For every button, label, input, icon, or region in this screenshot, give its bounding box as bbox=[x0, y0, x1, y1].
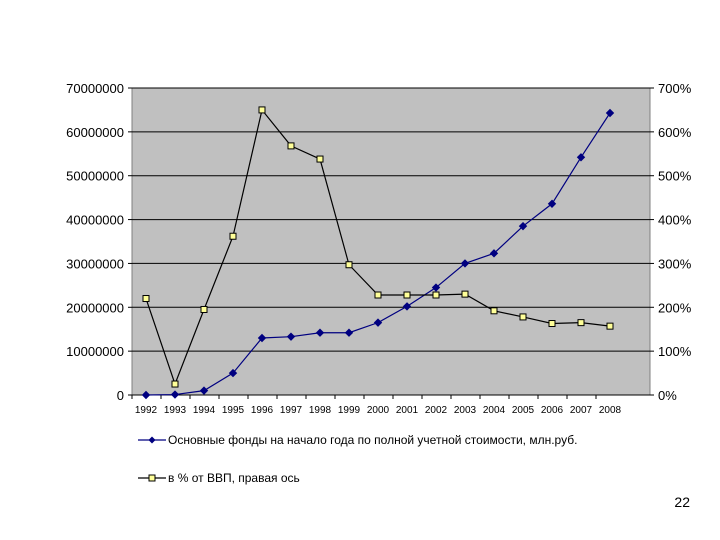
x-tick-label: 2001 bbox=[396, 405, 419, 416]
x-tick-label: 2007 bbox=[570, 405, 593, 416]
right-tick-label: 100% bbox=[658, 344, 692, 359]
x-tick-label: 2003 bbox=[454, 405, 477, 416]
point-gdp bbox=[142, 295, 150, 303]
point-gdp bbox=[577, 319, 585, 327]
point-assets bbox=[402, 302, 412, 311]
right-tick-label: 400% bbox=[658, 213, 692, 228]
left-tick-label: 30000000 bbox=[66, 256, 124, 271]
right-tick-label: 200% bbox=[658, 300, 692, 315]
left-axis: 0 10000000 20000000 30000000 40000000 5000000… bbox=[66, 81, 132, 403]
point-assets bbox=[431, 283, 441, 292]
point-gdp bbox=[200, 305, 208, 313]
point-assets bbox=[286, 332, 296, 341]
point-gdp bbox=[461, 290, 469, 298]
point-gdp bbox=[403, 291, 411, 299]
right-tick-label: 700% bbox=[658, 81, 692, 96]
x-tick-label: 2006 bbox=[541, 405, 564, 416]
x-tick-label: 2004 bbox=[483, 405, 506, 416]
point-gdp bbox=[519, 313, 527, 321]
point-gdp bbox=[374, 291, 382, 299]
point-gdp bbox=[345, 261, 353, 269]
x-axis: 1992 1993 1994 1995 1996 1997 1998 1999 2000 2001… bbox=[131, 395, 622, 416]
point-gdp bbox=[229, 232, 237, 240]
left-tick-label: 10000000 bbox=[66, 344, 124, 359]
x-tick-label: 1998 bbox=[309, 405, 332, 416]
point-gdp bbox=[490, 307, 498, 315]
point-assets bbox=[605, 108, 615, 118]
left-tick-label: 60000000 bbox=[66, 125, 124, 140]
point-assets bbox=[547, 199, 557, 208]
point-assets bbox=[518, 221, 528, 231]
x-tick-label: 1996 bbox=[251, 405, 274, 416]
series-layer bbox=[141, 106, 615, 400]
x-tick-label: 1994 bbox=[193, 405, 216, 416]
left-tick-label: 40000000 bbox=[66, 213, 124, 228]
gridlines bbox=[132, 87, 650, 396]
legend-marker-assets bbox=[148, 436, 156, 444]
point-gdp bbox=[287, 142, 295, 150]
legend-marker-gdp bbox=[148, 474, 156, 482]
point-assets bbox=[576, 153, 586, 162]
right-tick-label: 0% bbox=[658, 388, 677, 403]
right-tick-label: 600% bbox=[658, 125, 692, 140]
point-assets bbox=[344, 328, 354, 337]
point-assets bbox=[228, 368, 238, 378]
x-tick-label: 1992 bbox=[135, 405, 158, 416]
legend-label-assets: Основные фонды на начало года по полной … bbox=[168, 433, 577, 447]
x-tick-label: 1997 bbox=[280, 405, 303, 416]
page-number: 22 bbox=[674, 494, 690, 510]
point-assets bbox=[199, 386, 209, 395]
x-tick-label: 2005 bbox=[512, 405, 535, 416]
point-gdp bbox=[258, 106, 266, 114]
plot-area bbox=[131, 87, 651, 396]
left-tick-label: 20000000 bbox=[66, 300, 124, 315]
right-tick-label: 300% bbox=[658, 256, 692, 271]
legend: Основные фонды на начало года по полной … bbox=[138, 433, 577, 485]
point-assets bbox=[315, 328, 325, 337]
legend-label-gdp: в % от ВВП, правая ось bbox=[168, 471, 300, 485]
point-gdp bbox=[316, 155, 324, 163]
point-gdp bbox=[548, 320, 556, 328]
x-tick-label: 2002 bbox=[425, 405, 448, 416]
point-gdp bbox=[171, 380, 179, 388]
x-tick-label: 2008 bbox=[599, 405, 622, 416]
x-tick-label: 1995 bbox=[222, 405, 245, 416]
point-assets bbox=[373, 318, 383, 327]
right-tick-label: 500% bbox=[658, 169, 692, 184]
x-tick-label: 2000 bbox=[367, 405, 390, 416]
x-tick-label: 1993 bbox=[164, 405, 187, 416]
point-assets bbox=[460, 259, 470, 268]
left-tick-label: 0 bbox=[117, 388, 124, 403]
x-tick-label: 1999 bbox=[338, 405, 361, 416]
point-assets bbox=[257, 333, 267, 343]
point-assets bbox=[489, 249, 499, 258]
point-gdp bbox=[606, 322, 614, 330]
point-gdp bbox=[432, 291, 440, 299]
point-assets bbox=[170, 390, 180, 399]
right-axis: 0% 100% 200% 300% 400% 500% 600% 700% bbox=[650, 81, 692, 403]
left-tick-label: 50000000 bbox=[66, 169, 124, 184]
left-tick-label: 70000000 bbox=[66, 81, 124, 96]
point-assets bbox=[141, 390, 151, 400]
